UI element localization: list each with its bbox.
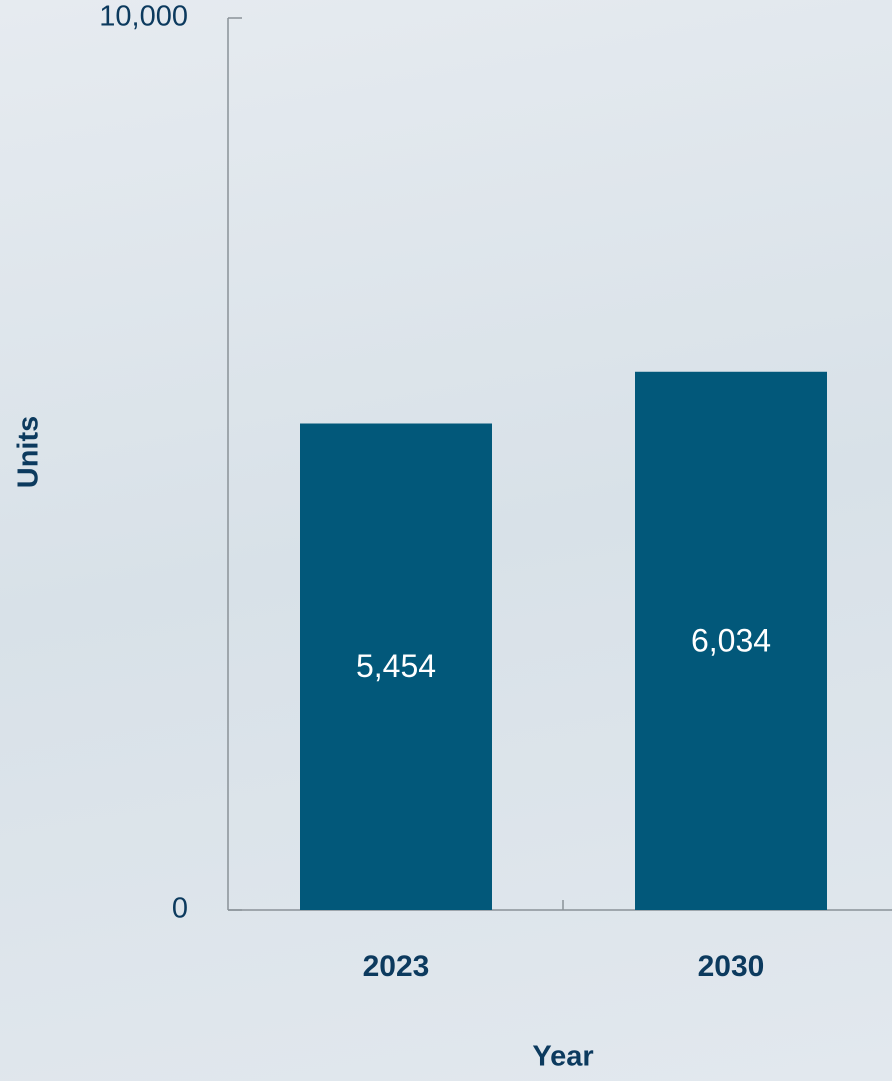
x-tick-label: 2030 bbox=[698, 950, 765, 983]
x-axis-title: Year bbox=[532, 1041, 593, 1073]
bar bbox=[300, 423, 492, 910]
y-tick-label: 10,000 bbox=[99, 1, 188, 33]
bar bbox=[635, 371, 827, 910]
y-tick-label: 0 bbox=[172, 893, 188, 925]
x-tick-label: 2023 bbox=[363, 950, 430, 983]
value-label: 6,034 bbox=[691, 622, 771, 658]
y-axis-title: Units bbox=[13, 416, 45, 489]
value-label: 5,454 bbox=[356, 648, 436, 684]
